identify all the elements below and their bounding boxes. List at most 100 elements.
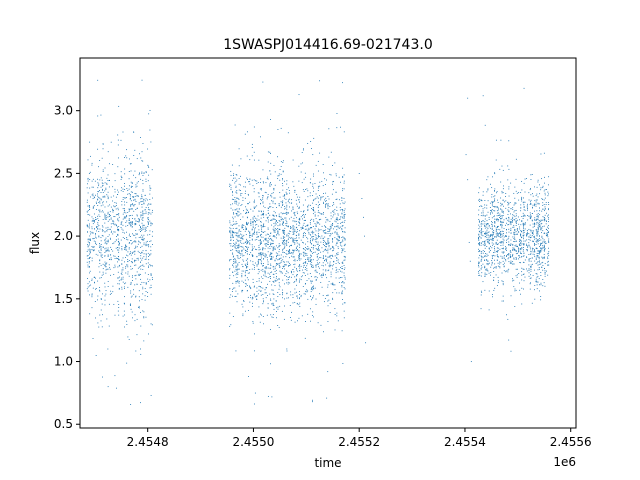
data-point xyxy=(130,243,132,245)
data-point xyxy=(237,255,239,257)
data-point xyxy=(315,303,317,305)
data-point xyxy=(528,260,530,262)
data-point xyxy=(343,255,345,257)
x-tick-label: 2.4556 xyxy=(550,435,592,449)
data-point xyxy=(287,253,289,255)
data-point xyxy=(235,290,237,292)
data-point xyxy=(484,251,485,252)
data-point xyxy=(510,257,511,258)
data-point xyxy=(132,221,134,223)
data-point xyxy=(545,220,547,222)
data-point xyxy=(260,241,262,243)
data-point xyxy=(275,252,277,254)
data-point xyxy=(242,315,244,317)
data-point xyxy=(128,260,130,261)
data-point xyxy=(532,249,533,251)
data-point xyxy=(89,238,91,240)
data-point xyxy=(277,247,279,249)
data-point xyxy=(539,184,540,186)
data-point xyxy=(129,198,131,200)
data-point xyxy=(98,191,100,193)
data-point xyxy=(114,266,116,268)
data-point xyxy=(340,126,341,128)
data-point xyxy=(533,203,535,205)
data-point xyxy=(282,225,284,226)
data-point xyxy=(282,162,284,163)
data-point xyxy=(280,216,282,218)
data-point xyxy=(279,229,281,231)
data-point xyxy=(294,211,296,213)
data-point xyxy=(240,219,241,220)
data-point xyxy=(310,289,312,291)
data-point xyxy=(532,204,534,206)
data-point xyxy=(322,196,324,198)
data-point xyxy=(522,218,524,219)
data-point xyxy=(486,231,488,233)
data-point xyxy=(326,246,327,248)
data-point xyxy=(112,211,114,213)
data-point xyxy=(493,234,494,236)
data-point xyxy=(138,224,140,226)
data-point xyxy=(322,255,324,257)
data-point xyxy=(312,202,314,204)
data-point xyxy=(230,232,232,234)
data-point xyxy=(314,211,316,213)
data-point xyxy=(515,215,517,217)
data-point xyxy=(539,210,541,212)
data-point xyxy=(115,387,117,389)
data-point xyxy=(118,287,120,289)
data-point xyxy=(342,208,344,210)
data-point xyxy=(326,242,327,244)
data-point xyxy=(137,267,139,269)
data-point xyxy=(291,272,292,274)
data-point xyxy=(340,277,341,279)
data-point xyxy=(292,269,294,270)
data-point xyxy=(343,210,345,211)
data-point xyxy=(262,265,264,267)
data-point xyxy=(336,260,338,262)
data-point xyxy=(541,227,543,229)
data-point xyxy=(494,259,495,261)
data-point xyxy=(254,221,256,223)
data-point xyxy=(270,314,272,316)
data-point xyxy=(340,222,342,224)
data-point xyxy=(501,242,503,244)
data-point xyxy=(282,265,284,267)
data-point xyxy=(498,219,499,221)
data-point xyxy=(97,187,99,189)
data-point xyxy=(487,188,489,190)
data-point xyxy=(528,239,530,240)
data-point xyxy=(291,210,293,212)
data-point xyxy=(87,219,89,221)
data-point xyxy=(110,292,112,294)
data-point xyxy=(102,271,104,273)
data-point xyxy=(287,235,289,237)
data-point xyxy=(262,254,264,256)
data-point xyxy=(541,178,543,180)
data-point xyxy=(233,287,234,289)
data-point xyxy=(125,216,127,218)
data-point xyxy=(543,204,545,205)
data-point xyxy=(526,250,528,252)
data-point xyxy=(500,234,501,236)
data-point xyxy=(309,204,311,206)
data-point xyxy=(320,324,322,326)
data-point xyxy=(267,261,269,263)
data-point xyxy=(269,235,271,237)
data-point xyxy=(149,253,151,255)
data-point xyxy=(328,241,330,243)
data-point xyxy=(278,220,280,221)
data-point xyxy=(311,280,313,282)
data-point xyxy=(334,226,336,228)
data-point xyxy=(282,259,284,261)
data-point xyxy=(502,248,504,250)
data-point xyxy=(516,219,518,221)
data-point xyxy=(520,192,522,194)
data-point xyxy=(235,265,237,267)
data-point xyxy=(261,263,262,265)
data-point xyxy=(491,238,493,240)
data-point xyxy=(337,259,339,261)
data-point xyxy=(137,274,139,276)
data-point xyxy=(332,283,334,285)
data-point xyxy=(330,151,332,153)
